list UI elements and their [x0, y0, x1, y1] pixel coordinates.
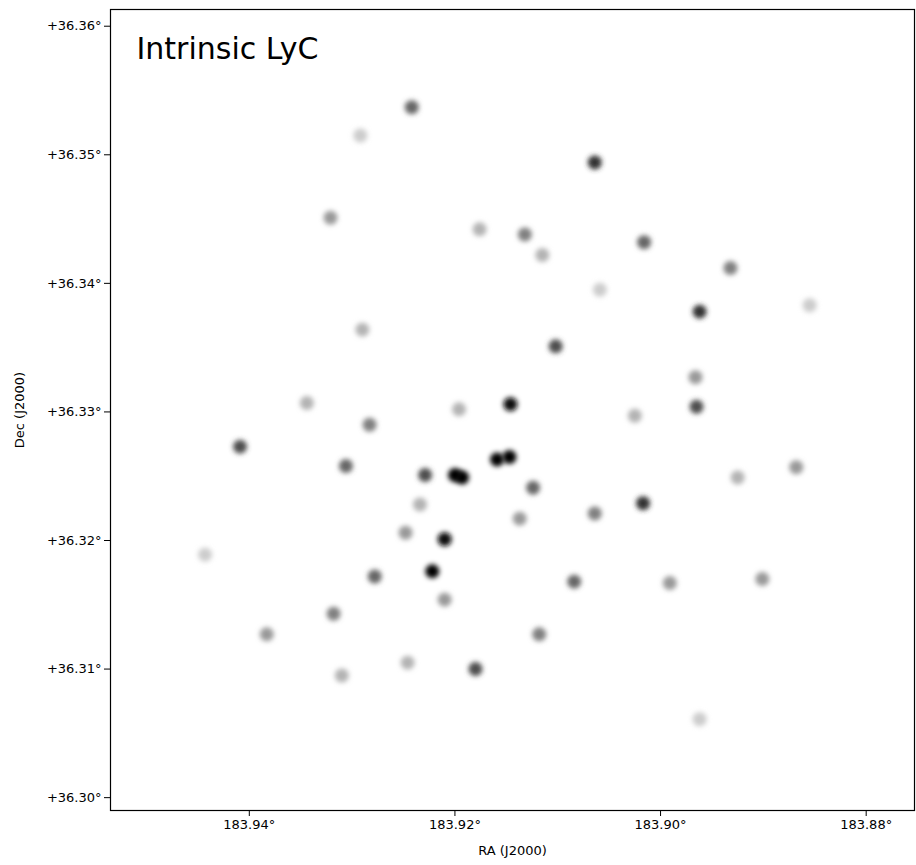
svg-text:+36.33°: +36.33° — [47, 404, 102, 419]
svg-text:+36.30°: +36.30° — [47, 790, 102, 805]
svg-text:+36.35°: +36.35° — [47, 147, 102, 162]
svg-text:Intrinsic LyC: Intrinsic LyC — [137, 31, 319, 66]
svg-text:+36.36°: +36.36° — [47, 18, 102, 33]
svg-text:+36.32°: +36.32° — [47, 533, 102, 548]
svg-text:+36.31°: +36.31° — [47, 661, 102, 676]
svg-text:+36.34°: +36.34° — [47, 276, 102, 291]
svg-text:183.92°: 183.92° — [429, 817, 481, 832]
svg-text:183.88°: 183.88° — [840, 817, 892, 832]
svg-text:RA (J2000): RA (J2000) — [478, 843, 547, 858]
svg-text:183.94°: 183.94° — [223, 817, 275, 832]
svg-text:Dec (J2000): Dec (J2000) — [12, 372, 27, 448]
svg-text:183.90°: 183.90° — [635, 817, 687, 832]
